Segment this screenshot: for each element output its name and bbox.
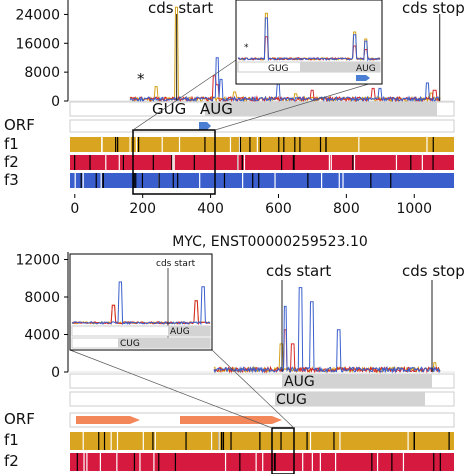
bottom-y-tick-label: 0 [51,365,60,381]
top-inset-gug-label: GUG [268,64,289,74]
bottom-inset-cds-region-1 [168,326,210,336]
top-orf-arrow [199,122,211,130]
top-y-tick-label: 0 [51,94,60,110]
bottom-zoom-box [271,427,295,474]
bottom-cds-stop-label: cds stop [402,262,465,280]
bottom-orf-arrow-2 [180,416,282,424]
bottom-orf-label: ORF [4,410,35,428]
top-frame-tracks [70,137,454,188]
bottom-inset-cug-label: CUG [120,339,140,349]
top-cds-stop-label: cds stop [402,0,465,17]
top-inset-star: * [244,43,249,53]
top-frame-label-f3: f3 [4,171,19,189]
top-inset-cds-region [300,62,380,72]
bottom-inset-traces [71,281,211,326]
top-orf-track [69,119,455,133]
bottom-cds-start-label: cds start [266,262,331,280]
bottom-cds-region-2 [275,392,425,406]
top-zoom-connector-right [214,79,383,131]
top-frame-label-f2: f2 [4,153,19,171]
top-inset-series-line [237,17,381,62]
bottom-y-ticks: 0 4000 8000 12000 [15,253,68,381]
top-inset-orf-arrow [356,75,370,81]
top-star-marker: * [137,70,145,88]
top-traces [129,6,441,103]
top-y-ticks: 0 8000 16000 24000 [15,7,68,110]
bottom-y-tick-label: 8000 [24,290,60,306]
top-frame-track [70,137,454,152]
top-x-tick-label: 1000 [396,201,432,217]
bottom-y-tick-label: 12000 [15,253,60,269]
bottom-aug-label: AUG [284,374,315,390]
top-x-tick-label: 0 [70,201,79,217]
bottom-series-line [213,343,441,374]
bottom-zoom-connector-right [211,349,295,429]
top-orf-label: ORF [4,116,35,134]
top-cds-region [205,102,437,116]
bottom-frame-label-f2: f2 [4,452,19,470]
bottom-frame-label-f1: f1 [4,431,19,449]
bottom-frame-track [70,453,454,471]
bottom-inset-series-line [71,281,211,326]
bottom-inset-aug-label: AUG [170,327,190,337]
top-zoom-box [132,129,216,195]
bottom-title: MYC, ENST00000259523.10 [172,234,368,250]
top-inset-aug-label: AUG [356,64,376,74]
bottom-frame-tracks [70,432,454,471]
bottom-series-line [213,287,441,374]
bottom-inset: cds start AUG CUG [69,253,213,351]
bottom-frame-track [70,432,454,450]
bottom-zoom-connector-left [69,349,273,429]
top-series-line [129,57,441,103]
top-x-tick-label: 600 [265,201,292,217]
top-y-tick-label: 24000 [15,7,60,23]
bottom-traces [213,287,441,374]
top-frame-track [70,173,454,188]
top-frame-track [70,155,454,170]
bottom-y-tick-label: 4000 [24,328,60,344]
bottom-panel: MYC, ENST00000259523.10 0 4000 8000 12000 c… [4,234,465,474]
top-y-tick-label: 8000 [24,65,60,81]
bottom-series-line [213,329,441,374]
top-inset: GUG AUG * [235,0,383,85]
top-x-tick-label: 400 [197,201,224,217]
top-aug-label: AUG [200,100,233,118]
bottom-orf-arrow-1 [76,416,140,424]
top-cds-start-label: cds start [148,0,213,17]
top-gug-label: GUG [152,100,186,118]
bottom-inset-cds-start-label: cds start [156,259,196,269]
bottom-inset-cds-region-2 [118,338,210,348]
bottom-cds-region-1 [282,374,432,388]
top-frame-label-f1: f1 [4,135,19,153]
top-x-ticks: 0 200 400 600 800 1000 [70,194,432,217]
top-zoom-connector-left [132,59,237,131]
top-x-tick-label: 800 [333,201,360,217]
bottom-cug-label: CUG [276,392,307,408]
top-x-tick-label: 200 [129,201,156,217]
top-inset-traces [237,12,381,62]
top-y-tick-label: 16000 [15,36,60,52]
